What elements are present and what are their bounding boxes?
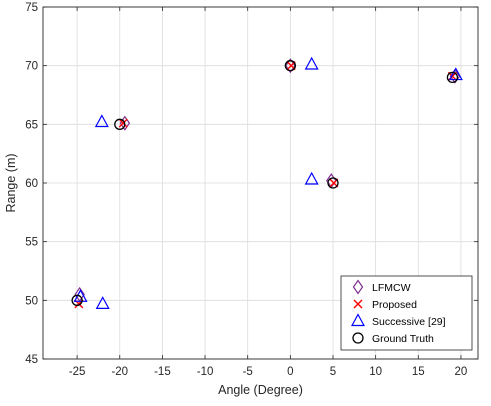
point-circle bbox=[446, 71, 459, 84]
point-diamond bbox=[449, 68, 461, 84]
legend-marker-triangle bbox=[350, 313, 366, 327]
series-circle bbox=[71, 60, 459, 306]
point-circle bbox=[114, 118, 126, 130]
legend-marker-circle bbox=[352, 332, 364, 344]
y-tick-label: 55 bbox=[25, 237, 38, 249]
legend-marker-diamond bbox=[352, 279, 364, 295]
point-x bbox=[118, 118, 128, 128]
point-triangle bbox=[448, 67, 463, 81]
x-tick-label: 5 bbox=[330, 366, 336, 378]
x-tick-label: -25 bbox=[69, 366, 86, 378]
legend-label: Successive [29] bbox=[372, 316, 446, 328]
legend-label: LFMCW bbox=[372, 282, 411, 294]
y-tick-label: 50 bbox=[25, 295, 38, 307]
legend: LFMCW Proposed Successive [29] Ground Truth bbox=[340, 275, 473, 351]
point-triangle bbox=[94, 114, 109, 128]
point-triangle bbox=[95, 296, 110, 309]
data-marks bbox=[71, 56, 463, 309]
point-triangle bbox=[304, 56, 319, 70]
y-tick-label: 70 bbox=[25, 61, 38, 73]
y-tick-label: 65 bbox=[25, 119, 38, 131]
legend-marker-x-stroke bbox=[353, 299, 363, 309]
x-tick-label: 10 bbox=[369, 366, 382, 378]
x-tick-label: -10 bbox=[197, 366, 214, 378]
x-axis-label: Angle (Degree) bbox=[218, 383, 303, 397]
legend-marker-x bbox=[353, 299, 363, 309]
x-tick-label: 0 bbox=[287, 366, 293, 378]
x-tick-label: 15 bbox=[412, 366, 425, 378]
legend-label: Proposed bbox=[372, 299, 417, 311]
y-tick-label: 60 bbox=[25, 178, 38, 190]
point-triangle bbox=[304, 171, 319, 185]
x-tick-label: 20 bbox=[455, 366, 468, 378]
y-tick-label: 75 bbox=[25, 2, 38, 14]
legend-label: Ground Truth bbox=[372, 333, 434, 345]
y-tick-label: 45 bbox=[25, 354, 38, 366]
x-tick-label: -20 bbox=[111, 366, 128, 378]
y-axis-label: Range (m) bbox=[4, 153, 18, 212]
point-x-stroke bbox=[118, 118, 128, 128]
axis-ticks: -25 -20 -15 -10 -5 0 5 10 15 20 45 50 55 60 65 70 75 bbox=[25, 2, 478, 378]
x-tick-label: -15 bbox=[154, 366, 171, 378]
x-tick-label: -5 bbox=[243, 366, 253, 378]
point-circle bbox=[284, 60, 297, 72]
point-circle bbox=[71, 294, 83, 306]
point-circle bbox=[327, 177, 339, 189]
